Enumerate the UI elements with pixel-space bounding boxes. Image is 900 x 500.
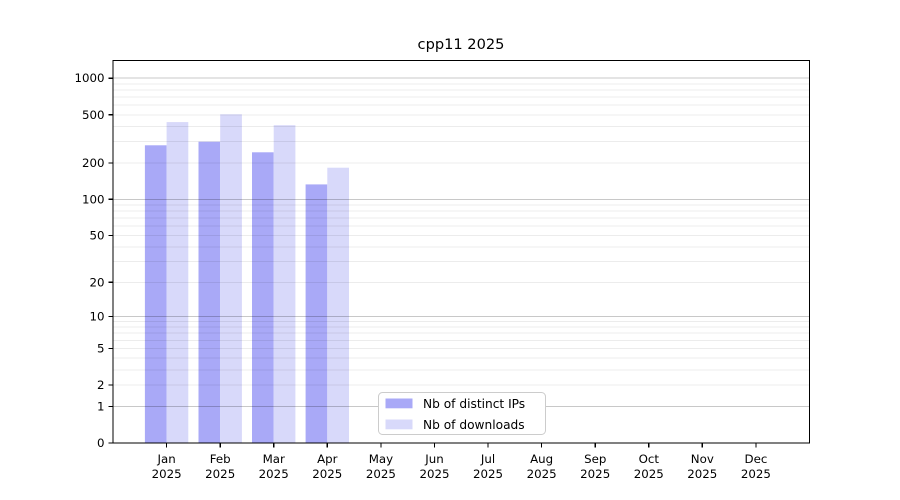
x-tick-label-year: 2025 <box>527 467 557 481</box>
x-tick-label-year: 2025 <box>634 467 664 481</box>
y-tick-label: 0 <box>97 436 105 450</box>
legend-label-distinct-ips: Nb of distinct IPs <box>423 397 525 411</box>
bar-jan-distinct-ips <box>144 145 167 444</box>
bar-feb-downloads <box>220 114 242 444</box>
x-tick-label-month: Mar <box>263 452 285 466</box>
y-tick-label: 200 <box>82 156 105 170</box>
plot-border <box>112 59 811 444</box>
legend-box <box>378 392 546 435</box>
y-tick-label: 20 <box>89 275 104 289</box>
x-tick-label-month: Apr <box>317 452 338 466</box>
x-tick-label-year: 2025 <box>473 467 503 481</box>
x-tick-label-month: Oct <box>639 452 660 466</box>
legend: Nb of distinct IPs Nb of downloads <box>378 392 546 435</box>
x-tick-label-year: 2025 <box>419 467 449 481</box>
legend-swatch-distinct-ips <box>385 398 413 409</box>
y-tick-label: 500 <box>82 108 105 122</box>
y-tick-label: 2 <box>97 378 105 392</box>
legend-swatch-downloads <box>385 419 413 430</box>
bar-apr-distinct-ips <box>305 184 328 443</box>
x-tick-label-year: 2025 <box>259 467 289 481</box>
x-tick-label-year: 2025 <box>152 467 182 481</box>
bar-apr-downloads <box>327 167 349 443</box>
x-tick-label-month: Nov <box>691 452 714 466</box>
x-tick-label-month: Jan <box>157 452 176 466</box>
bars-layer <box>144 114 349 444</box>
bar-feb-distinct-ips <box>198 141 221 443</box>
x-tick-label-month: Jul <box>480 452 495 466</box>
x-tick-label-month: Dec <box>744 452 767 466</box>
grid-layer <box>113 77 810 407</box>
axes-layer <box>108 59 811 448</box>
y-tick-label: 1000 <box>74 71 104 85</box>
y-tick-label: 50 <box>89 228 104 242</box>
x-tick-label-year: 2025 <box>580 467 610 481</box>
x-tick-label-month: Sep <box>584 452 606 466</box>
x-tick-label-month: Aug <box>530 452 553 466</box>
y-tick-label: 1 <box>97 399 105 413</box>
x-tick-label-year: 2025 <box>687 467 717 481</box>
bar-jan-downloads <box>166 122 189 443</box>
x-tick-label-year: 2025 <box>366 467 396 481</box>
legend-label-downloads: Nb of downloads <box>423 418 525 432</box>
chart-title: cpp11 2025 <box>418 36 505 53</box>
x-tick-label-month: Jun <box>424 452 443 466</box>
y-tick-label: 100 <box>82 192 105 206</box>
bar-mar-distinct-ips <box>252 152 274 444</box>
y-tick-label: 5 <box>97 341 105 355</box>
x-tick-label-year: 2025 <box>205 467 235 481</box>
x-tick-label-month: May <box>369 452 393 466</box>
tick-labels-layer: 01251020501002005001000Jan2025Feb2025Mar… <box>74 71 770 481</box>
bar-mar-downloads <box>273 125 296 443</box>
x-tick-label-year: 2025 <box>312 467 342 481</box>
y-tick-label: 10 <box>89 309 104 323</box>
x-tick-label-month: Feb <box>210 452 231 466</box>
x-tick-label-year: 2025 <box>741 467 771 481</box>
